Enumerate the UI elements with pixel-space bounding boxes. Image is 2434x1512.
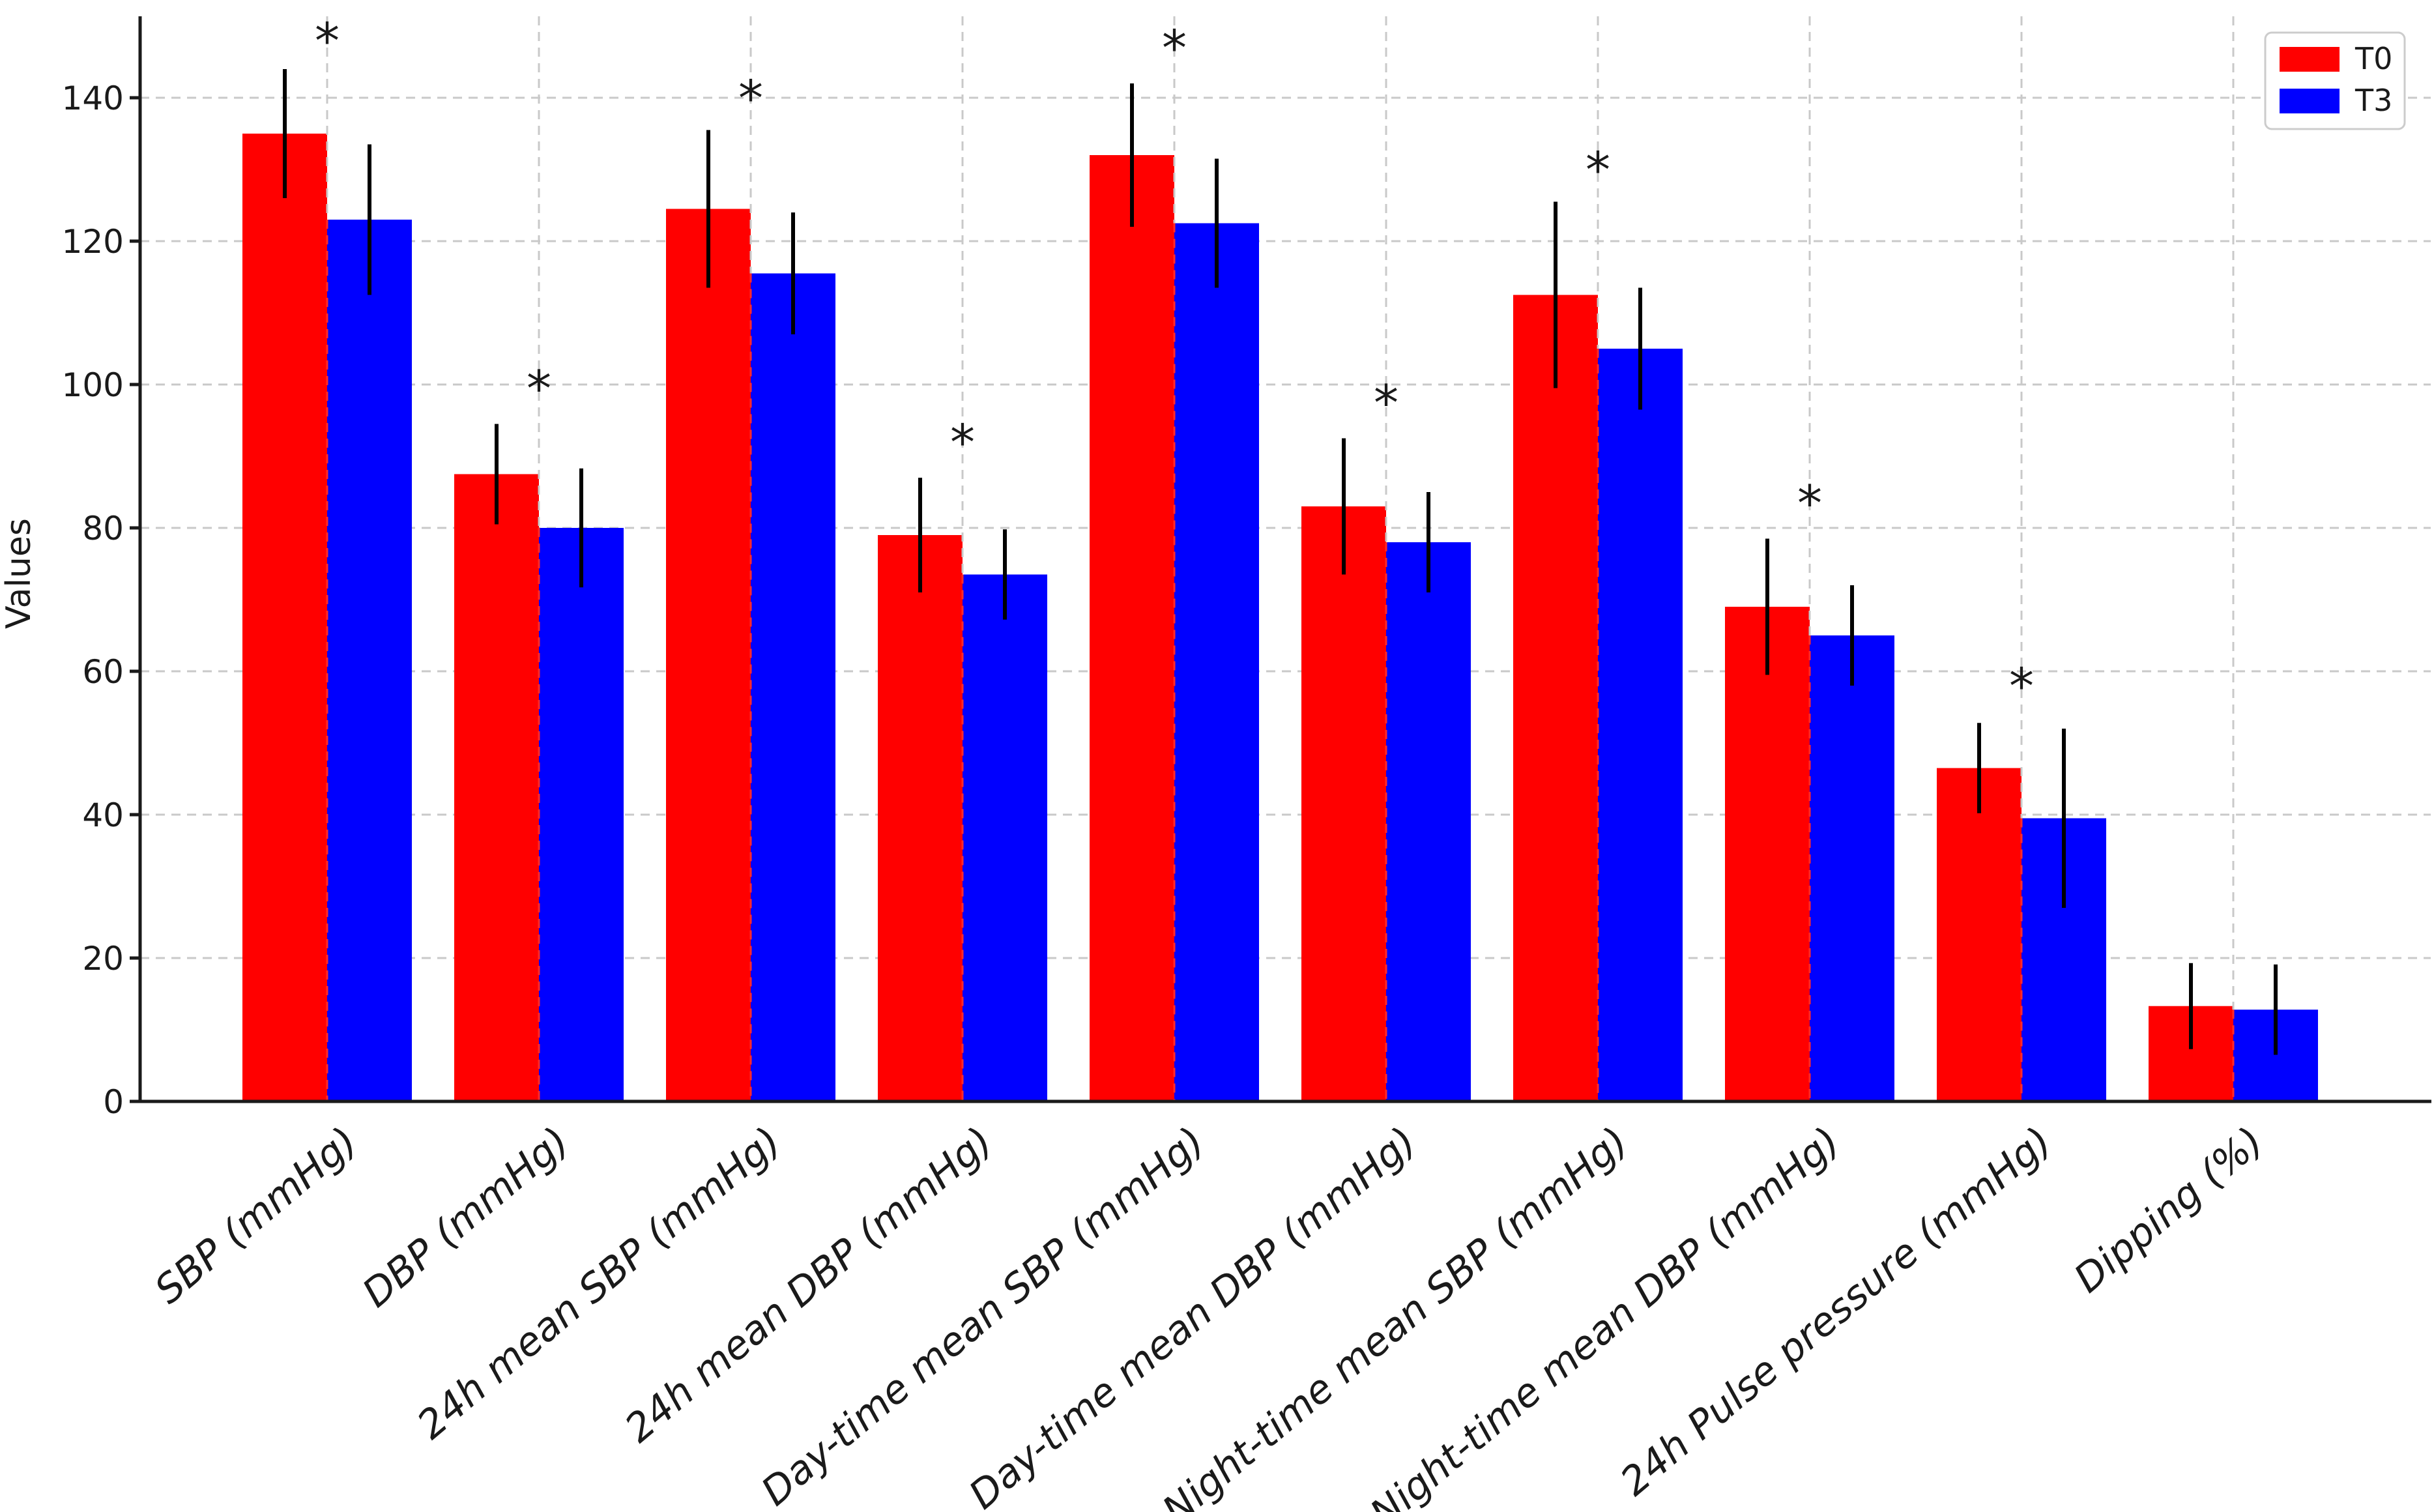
y-tick-label-40: 40 <box>82 796 124 834</box>
vertical-gridlines <box>326 16 2235 1101</box>
x-tick-label-24h-pulse-pressure-mmhg: 24h Pulse pressure (mmHg) <box>1612 1118 2061 1505</box>
bar-t3-day-time-mean-sbp-mmhg <box>1174 223 1259 1101</box>
y-tick-label-140: 140 <box>62 80 124 117</box>
significance-asterisk-day-time-mean-dbp-mmhg: * <box>1374 374 1398 432</box>
x-tick-label-day-time-mean-dbp-mmhg: Day-time mean DBP (mmHg) <box>961 1118 1425 1512</box>
x-tick-label-day-time-mean-sbp-mmhg: Day-time mean SBP (mmHg) <box>753 1118 1213 1512</box>
legend: T0 T3 <box>2264 31 2406 130</box>
y-tick-label-120: 120 <box>62 223 124 261</box>
bar-t0-day-time-mean-sbp-mmhg <box>1090 155 1174 1101</box>
y-tick-label-60: 60 <box>82 653 124 691</box>
significance-asterisk-day-time-mean-sbp-mmhg: * <box>1162 19 1187 77</box>
y-tick-label-80: 80 <box>82 510 124 547</box>
significance-asterisks: * * * * * * * * * <box>315 12 2034 715</box>
legend-swatch-t3 <box>2280 89 2340 113</box>
x-tick-label-dipping-pct: Dipping (%) <box>2066 1118 2272 1302</box>
significance-asterisk-24h-pulse-pressure-mmhg: * <box>2009 657 2034 715</box>
bar-t3-sbp-mmhg <box>327 220 412 1101</box>
y-tick-label-20: 20 <box>82 940 124 978</box>
bar-t0-24h-mean-sbp-mmhg <box>666 209 751 1101</box>
legend-label-t3: T3 <box>2354 83 2392 118</box>
bar-t0-night-time-mean-dbp-mmhg <box>1725 607 1810 1101</box>
legend-label-t0: T0 <box>2354 41 2392 76</box>
bar-t3-night-time-mean-sbp-mmhg <box>1598 349 1683 1101</box>
bar-t3-24h-mean-sbp-mmhg <box>751 273 835 1101</box>
y-axis-title: Values <box>0 518 38 629</box>
significance-asterisk-dbp-mmhg: * <box>527 360 551 418</box>
bar-t3-day-time-mean-dbp-mmhg <box>1386 542 1471 1101</box>
significance-asterisk-24h-mean-dbp-mmhg: * <box>950 413 975 471</box>
x-tick-label-dbp-mmhg: DBP (mmHg) <box>354 1118 577 1316</box>
x-tick-label-24h-mean-sbp-mmhg: 24h mean SBP (mmHg) <box>409 1118 789 1448</box>
bar-t3-24h-mean-dbp-mmhg <box>963 574 1047 1101</box>
bar-t0-24h-mean-dbp-mmhg <box>878 535 963 1101</box>
bar-t0-day-time-mean-dbp-mmhg <box>1301 506 1386 1101</box>
bar-t0-night-time-mean-sbp-mmhg <box>1513 295 1598 1101</box>
significance-asterisk-sbp-mmhg: * <box>315 12 340 70</box>
bars <box>242 134 2318 1101</box>
x-tick-label-24h-mean-dbp-mmhg: 24h mean DBP (mmHg) <box>616 1118 1002 1451</box>
significance-asterisk-night-time-mean-sbp-mmhg: * <box>1586 141 1610 199</box>
bar-t0-dbp-mmhg <box>454 474 539 1101</box>
significance-asterisk-night-time-mean-dbp-mmhg: * <box>1797 474 1822 532</box>
bar-t3-night-time-mean-dbp-mmhg <box>1810 635 1894 1101</box>
legend-swatch-t0 <box>2280 47 2340 72</box>
bar-t0-sbp-mmhg <box>242 134 327 1101</box>
significance-asterisk-24h-mean-sbp-mmhg: * <box>738 69 763 127</box>
y-tick-label-0: 0 <box>103 1083 124 1121</box>
y-tick-label-100: 100 <box>62 366 124 404</box>
error-bars <box>283 69 2278 1055</box>
bar-t0-24h-pulse-pressure-mmhg <box>1937 768 2021 1101</box>
x-tick-label-sbp-mmhg: SBP (mmHg) <box>146 1118 366 1313</box>
bar-t3-dbp-mmhg <box>539 528 624 1101</box>
